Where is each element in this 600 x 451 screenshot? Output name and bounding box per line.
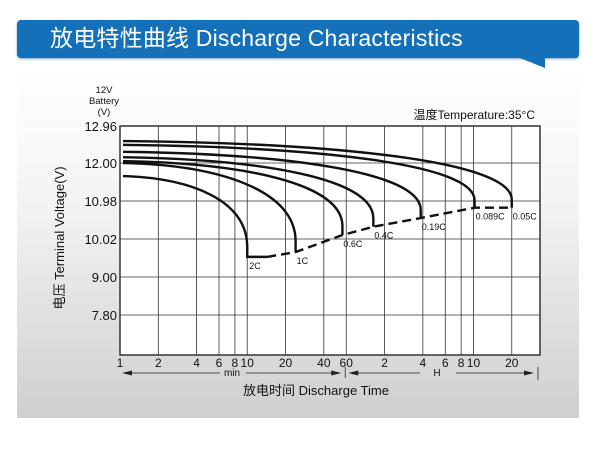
x-tick-label: 20 (505, 356, 519, 370)
min-arrow-left-head (122, 370, 132, 376)
page-title: 放电特性曲线 Discharge Characteristics (50, 25, 463, 51)
x-tick-label: 10 (241, 356, 255, 370)
y-tick-label: 12.96 (84, 119, 117, 134)
discharge-curve-1C (122, 161, 297, 253)
x-tick-label: 2 (381, 356, 388, 370)
x-tick-label: 8 (232, 356, 239, 370)
x-tick-label: 8 (458, 356, 465, 370)
x-axis-label: 放电时间 Discharge Time (243, 383, 389, 398)
end-voltage-dashed-line (267, 206, 512, 259)
curve-label: 2C (249, 261, 261, 271)
y-tick-label: 12.00 (84, 156, 117, 171)
ylabel-top-3: (V) (98, 107, 111, 118)
title-banner (17, 20, 579, 58)
curve-label: 0.05C (513, 212, 538, 222)
discharge-curve-2C (122, 174, 268, 259)
y-axis-label: 电压 Terminal Voltage(V) (52, 166, 67, 309)
x-tick-label: 60 (340, 356, 354, 370)
temperature-note: 温度Temperature:35°C (413, 107, 535, 122)
y-tick-label: 9.00 (92, 270, 117, 285)
x-tick-label: 10 (467, 356, 481, 370)
y-tick-label: 10.98 (84, 194, 117, 209)
discharge-curve-0.19C (122, 150, 422, 219)
x-tick-label: 6 (216, 356, 223, 370)
x-tick-label: 4 (419, 356, 426, 370)
min-arrow-right-head (331, 370, 342, 376)
curve-label: 0.6C (343, 239, 363, 249)
discharge-curve-0.089C (122, 143, 476, 208)
banner-tail (515, 56, 545, 68)
discharge-curve-0.05C (122, 139, 513, 208)
y-tick-label: 10.02 (84, 232, 117, 247)
ylabel-top-1: 12V (96, 85, 114, 96)
x-tick-label: 4 (193, 356, 200, 370)
hour-arrow-right-head (524, 370, 534, 376)
curve-label: 1C (297, 256, 309, 266)
hour-arrow-left-head (348, 370, 359, 376)
x-tick-label: 2 (155, 356, 162, 370)
ylabel-top-2: Battery (89, 96, 119, 107)
x-tick-label: 40 (317, 356, 331, 370)
x-unit-hour: H (433, 368, 440, 379)
discharge-curve-0.4C (122, 156, 375, 227)
discharge-curve-0.6C (122, 159, 344, 236)
curve-label: 0.19C (422, 222, 447, 232)
x-unit-min: min (224, 368, 240, 379)
curve-label: 0.089C (476, 212, 506, 222)
x-tick-label: 6 (442, 356, 449, 370)
curve-label: 0.4C (374, 231, 394, 241)
x-tick-label: 1 (117, 356, 124, 370)
y-tick-label: 7.80 (92, 308, 117, 323)
x-tick-label: 20 (279, 356, 293, 370)
